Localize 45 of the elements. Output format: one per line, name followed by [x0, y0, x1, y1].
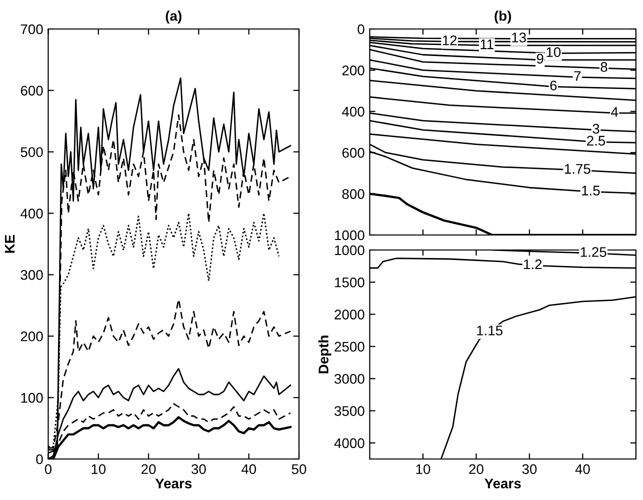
y-tick-label: 1000 — [335, 230, 364, 240]
x-tick-label: 10 — [92, 464, 106, 474]
y-tick-label: 400 — [20, 208, 43, 218]
y-tick-label: 4000 — [334, 438, 364, 448]
annotation: 11 — [480, 40, 494, 50]
x-tick-label: 20 — [142, 464, 156, 474]
x-axis-title: Years — [155, 478, 192, 488]
y-tick-label: 600 — [20, 86, 43, 96]
y-tick-label: 2500 — [334, 342, 364, 352]
annotation: 10 — [546, 47, 561, 58]
annotation: 12 — [442, 35, 457, 46]
annotation: 1.2 — [524, 259, 542, 270]
x-tick-label: 10 — [416, 464, 430, 474]
x-axis-title: Years — [484, 478, 521, 488]
annotation: 13 — [512, 32, 526, 42]
annotation: 2.5 — [587, 136, 606, 146]
y-axis-title: KE — [4, 234, 15, 253]
chart-title: (a) — [166, 10, 182, 24]
y-tick-label: 600 — [342, 148, 364, 158]
annotation: 1.15 — [477, 326, 502, 336]
x-tick-label: 30 — [191, 464, 206, 474]
y-tick-label: 300 — [20, 270, 43, 280]
y-tick-label: 0 — [358, 24, 364, 34]
y-tick-label: 0 — [36, 454, 43, 464]
y-tick-label: 3500 — [334, 406, 364, 416]
y-tick-label: 500 — [20, 147, 43, 158]
y-tick-label: 200 — [342, 66, 364, 76]
x-tick-label: 40 — [575, 464, 590, 474]
x-tick-label: 40 — [241, 464, 256, 474]
y-tick-label: 800 — [342, 189, 364, 199]
y-tick-label: 1000 — [335, 245, 364, 256]
x-tick-label: 20 — [469, 464, 484, 474]
y-tick-label: 200 — [20, 331, 43, 342]
y-tick-label: 2000 — [334, 310, 364, 320]
y-tick-label: 3000 — [334, 374, 364, 384]
chart-title: (b) — [494, 10, 512, 24]
x-tick-label: 50 — [292, 464, 306, 474]
x-tick-label: 30 — [522, 464, 537, 474]
y-tick-label: 400 — [342, 106, 364, 117]
y-axis-title: Depth — [318, 336, 332, 374]
x-tick-label: 0 — [44, 464, 52, 474]
annotation: 6 — [550, 80, 557, 90]
y-tick-label: 700 — [20, 24, 43, 34]
y-tick-label: 100 — [21, 392, 43, 403]
y-tick-label: 1500 — [335, 277, 364, 288]
